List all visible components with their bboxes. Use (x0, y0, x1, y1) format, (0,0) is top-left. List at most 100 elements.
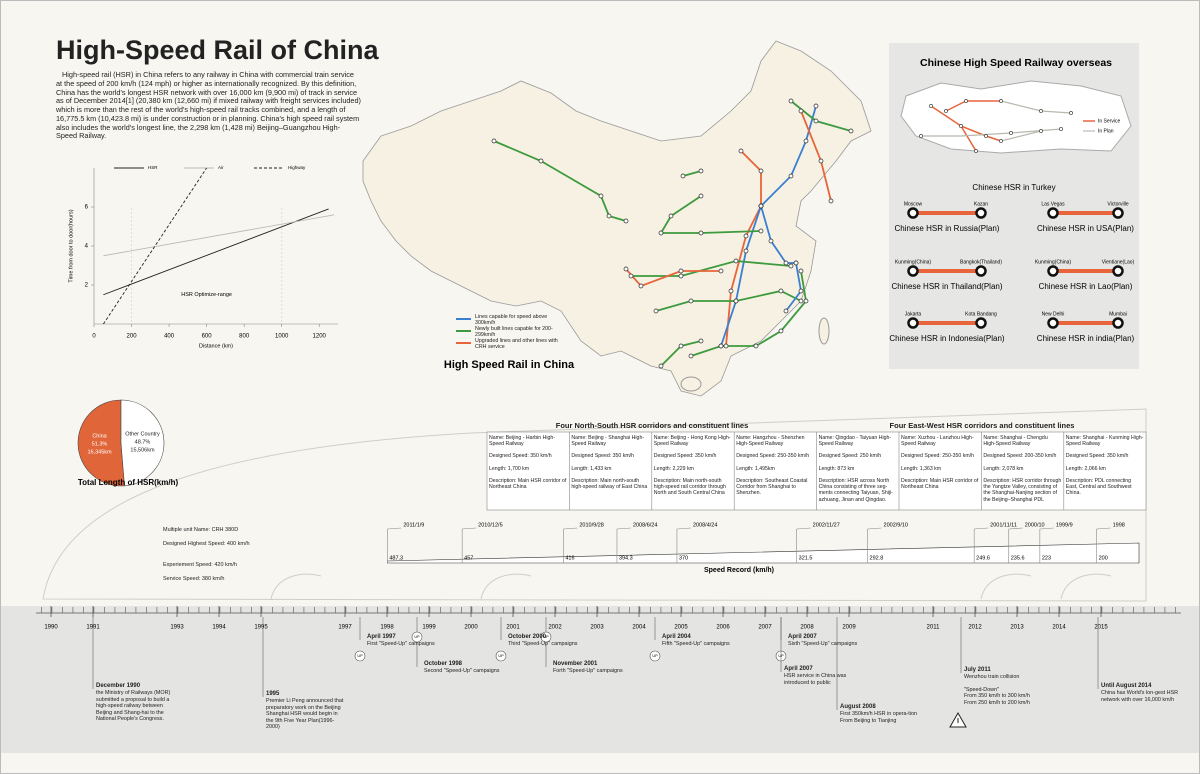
y-axis-label: Time from door to door(hours) (68, 209, 74, 282)
record-value: 416 (565, 555, 574, 561)
station (678, 273, 684, 279)
year-label: 2014 (1052, 625, 1066, 631)
record-date: 2000/10 (1025, 522, 1045, 528)
turkey-line (930, 105, 1002, 142)
turkey-station (1039, 129, 1043, 133)
station (743, 233, 749, 239)
route-from: Las Vegas (1041, 201, 1065, 207)
corridor-speed: Designed Speed: 200-350 km/h (983, 453, 1057, 460)
station (733, 298, 739, 304)
event-text: Forth "Speed-Up" campaigns (553, 668, 623, 675)
legend-label: HSR (148, 165, 158, 170)
pie-length: 16,345km (87, 449, 112, 455)
record-date: 2002/11/27 (813, 522, 840, 528)
y-tick-label: 6 (85, 205, 89, 211)
event-date: October 1998 (424, 661, 463, 667)
event-date: October 2000 (508, 634, 547, 640)
up-label: UP (543, 635, 549, 639)
route-station (1047, 207, 1059, 219)
map-legend-label: Newly built lines capable for 200-299km/… (475, 326, 553, 339)
corridor-length: Length: 2,066 km (1065, 465, 1106, 472)
intro: High-speed rail (HSR) in China refers to… (56, 70, 361, 141)
station (653, 308, 659, 314)
event: April 2007 Sixth "Speed-Up" campaigns (788, 634, 866, 648)
record-date: 1999/9 (1056, 522, 1073, 528)
station (783, 260, 789, 266)
rail-line (682, 170, 702, 177)
station (668, 213, 674, 219)
rail-line (725, 205, 762, 347)
station (793, 260, 799, 266)
event-date: April 2004 (662, 634, 691, 640)
corridor-name: Name: Qingdao - Taiyuan High-Speed Railw… (818, 435, 892, 448)
route-station (1047, 317, 1059, 329)
x-tick-label: 800 (239, 334, 250, 340)
station (813, 118, 819, 124)
station (803, 138, 809, 144)
route-station (975, 265, 987, 277)
event-date: Until August 2014 (1101, 683, 1152, 689)
pie-slice (120, 399, 165, 487)
up-icon (411, 631, 423, 643)
station (738, 148, 744, 154)
train-spec: Multiple unit Name: CRH 380D (163, 527, 239, 533)
station (758, 168, 764, 174)
station (733, 258, 739, 264)
turkey-station (999, 99, 1003, 103)
route-station (1112, 317, 1124, 329)
turkey-station (1039, 109, 1043, 113)
corridor-column: Name: Beijing - Shanghai High-Speed Rail… (571, 435, 649, 496)
up-label: UP (652, 654, 658, 658)
event: 1995 Premier Li Peng announced that prepa… (266, 691, 344, 731)
up-icon (495, 650, 507, 662)
corridor-column: Name: Shanghai - Chengdu High-Speed Rail… (983, 435, 1061, 509)
route-caption: Chinese HSR in Russia(Plan) (895, 224, 1000, 233)
station (538, 158, 544, 164)
record-date: 2001/11/11 (990, 522, 1017, 528)
station (658, 363, 664, 369)
record-value: 394.3 (619, 555, 633, 561)
pie-value: 51.3% (92, 441, 108, 447)
route-to: Kota Bandang (965, 311, 997, 317)
hainan (680, 376, 702, 392)
station (803, 298, 809, 304)
event-date: 1995 (266, 691, 280, 697)
station (813, 103, 819, 109)
station (718, 343, 724, 349)
corridor-length: Length: 1,363 km (901, 465, 942, 472)
record-leader (1096, 527, 1111, 530)
record-value: 457 (464, 555, 473, 561)
x-tick-label: 400 (164, 334, 175, 340)
map-legend-label: Upgraded lines and other lines with CRH … (475, 338, 558, 351)
station (688, 353, 694, 359)
station (606, 213, 612, 219)
speed-bar (387, 542, 1140, 564)
event-text: Third "Speed-Up" campaigns (508, 641, 578, 648)
title: High-Speed Rail of China (56, 35, 379, 65)
station (743, 248, 749, 254)
turkey-station (959, 124, 963, 128)
record-leader (867, 527, 882, 530)
overseas-legend-label: In Service (1098, 118, 1120, 124)
corridor-speed: Designed Speed: 350 km/h (653, 453, 717, 460)
year-label: 2007 (758, 625, 772, 631)
route-from: Jakarta (905, 311, 922, 317)
record-leader (796, 527, 811, 530)
event-date: December 1990 (96, 683, 141, 689)
year-label: 2005 (674, 625, 688, 631)
route-station (907, 207, 919, 219)
station (758, 203, 764, 209)
turkey-station (919, 134, 923, 138)
record-date: 2010/12/5 (478, 522, 502, 528)
corridor-length: Length: 1,495km (736, 465, 775, 472)
route-from: Moscow (904, 201, 923, 207)
corridor-description: Description: HSR across North China cons… (818, 477, 893, 503)
event-extra: "Speed-Down" (964, 686, 999, 693)
up-label: UP (357, 654, 363, 658)
turkey-caption: Chinese HSR in Turkey (972, 183, 1055, 192)
corridor-length: Length: 873 km (818, 465, 855, 472)
event-text: Wenzhou train collision (964, 674, 1020, 681)
event: August 2008 First 350km/h HSR in opera-ti… (840, 704, 918, 724)
pie-label: China (92, 433, 107, 439)
event: Until August 2014 China has World's lon-g… (1101, 683, 1179, 703)
